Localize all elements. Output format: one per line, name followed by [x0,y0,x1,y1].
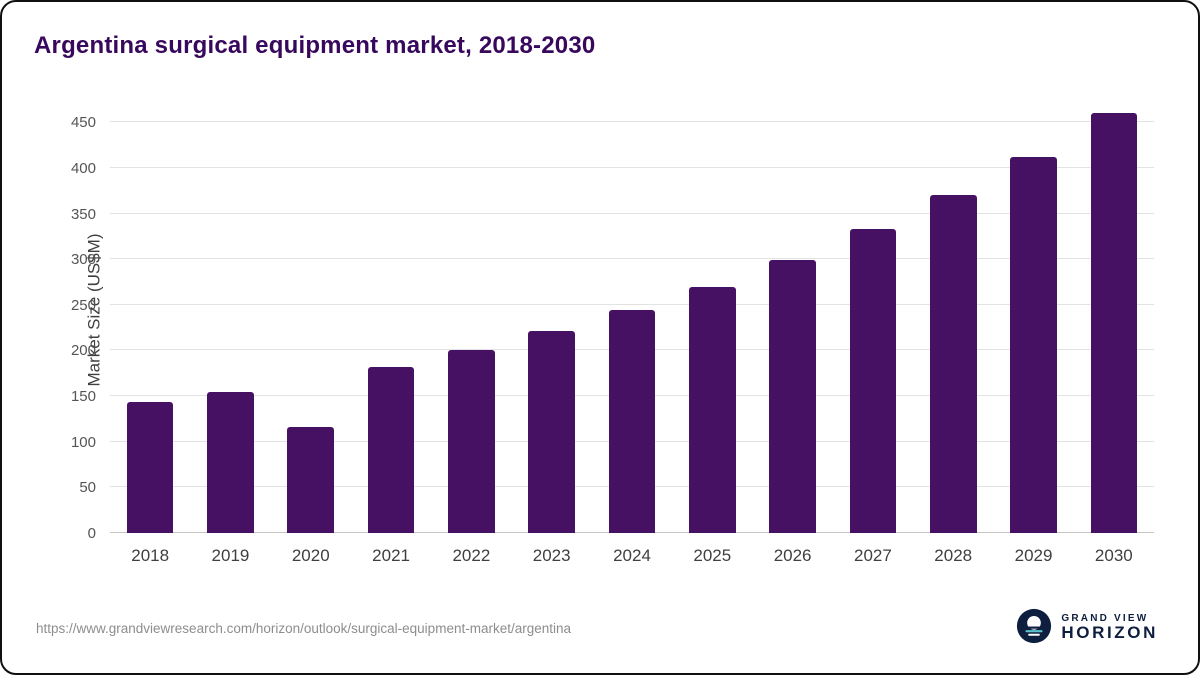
y-tick-label: 350 [70,205,96,223]
y-tick-label: 200 [70,342,96,360]
y-tick-label: 100 [70,433,96,451]
bar[interactable] [1010,156,1057,533]
logo-text: GRAND VIEW HORIZON [1061,613,1158,643]
bar[interactable] [287,427,335,533]
x-tick-label: 2028 [934,546,973,565]
source-url: https://www.grandviewresearch.com/horizo… [36,620,572,636]
y-tick-label: 150 [70,388,96,406]
x-tick-label: 2019 [211,546,250,565]
y-tick-label: 450 [70,114,96,132]
x-tick-label: 2023 [532,546,571,565]
grandview-horizon-logo[interactable]: GRAND VIEW HORIZON [1016,608,1158,649]
y-tick-label: 400 [70,159,96,177]
logo-horizon: HORIZON [1061,623,1158,643]
bar[interactable] [528,331,575,533]
bar[interactable] [448,350,495,533]
logo-grand-view: GRAND VIEW [1061,613,1149,625]
gridline [110,303,1154,305]
x-tick-label: 2024 [613,546,651,565]
bar-chart: Market Size (US$M) 0 50 100 150 200 250 300 350… [32,86,1160,595]
chart-footer: https://www.grandviewresearch.com/horizo… [36,601,1158,655]
bar[interactable] [367,366,415,533]
bar[interactable] [769,260,816,533]
plot-area: 0 50 100 150 200 250 300 350 400 450 2018 2019 2020 2… [71,104,1154,565]
bar[interactable] [1090,113,1138,533]
y-tick-label: 250 [70,296,96,314]
x-tick-label: 2022 [452,546,491,565]
y-tick-label: 50 [79,479,96,497]
y-tick-label: 0 [87,525,96,542]
gridline [110,212,1154,214]
x-tick-label: 2020 [291,546,330,565]
gridline [110,166,1154,168]
bar[interactable] [207,391,254,533]
bar[interactable] [929,195,977,533]
x-tick-label: 2018 [131,546,170,565]
gridline [110,121,1154,123]
y-tick-label: 300 [70,251,96,269]
x-tick-label: 2025 [693,546,732,565]
gridline [110,258,1154,260]
bar[interactable] [608,310,656,533]
bar[interactable] [689,286,736,533]
x-tick-label: 2021 [372,546,410,565]
x-tick-label: 2030 [1094,546,1133,565]
x-tick-label: 2027 [854,546,892,565]
bar[interactable] [126,402,174,533]
chart-title: Argentina surgical equipment market, 201… [34,32,596,59]
x-tick-label: 2029 [1014,546,1053,565]
horizon-logo-icon [1016,608,1052,649]
bar[interactable] [849,229,897,533]
x-tick-label: 2026 [773,546,812,565]
